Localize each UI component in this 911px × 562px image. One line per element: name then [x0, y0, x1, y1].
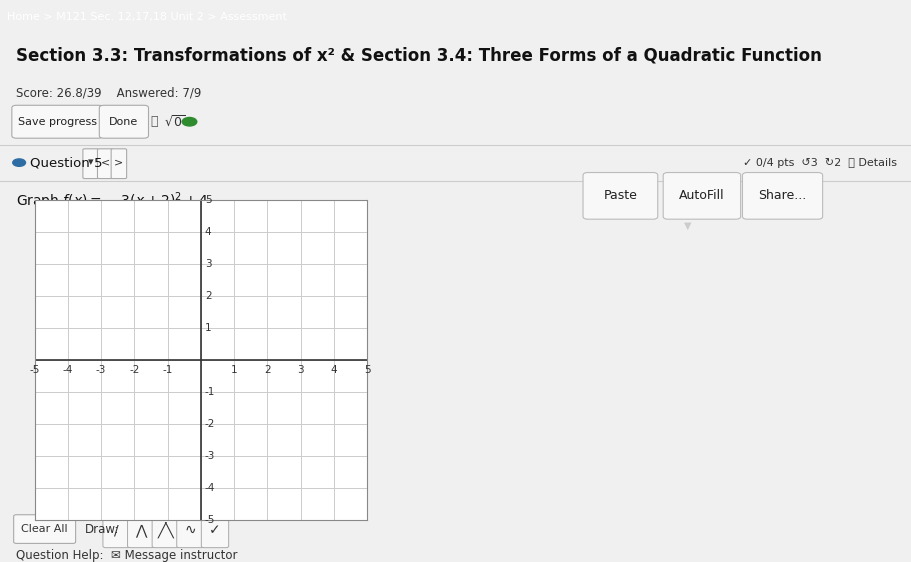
Text: Home > M121 Sec. 12,17,18 Unit 2 > Assessment: Home > M121 Sec. 12,17,18 Unit 2 > Asses…	[7, 12, 287, 22]
Circle shape	[13, 159, 26, 166]
FancyBboxPatch shape	[152, 513, 179, 547]
Text: Score: 26.8/39    Answered: 7/9: Score: 26.8/39 Answered: 7/9	[16, 87, 201, 99]
Text: -5: -5	[29, 365, 40, 375]
Text: ▼: ▼	[684, 220, 691, 230]
Text: -1: -1	[162, 365, 173, 375]
Text: ✓ 0/4 pts  ↺3  ↻2  ⓘ Details: ✓ 0/4 pts ↺3 ↻2 ⓘ Details	[743, 157, 897, 167]
Text: -2: -2	[129, 365, 139, 375]
Text: 4: 4	[205, 226, 211, 237]
FancyBboxPatch shape	[177, 513, 204, 547]
FancyBboxPatch shape	[99, 105, 148, 138]
FancyBboxPatch shape	[83, 149, 98, 179]
Text: 5: 5	[363, 365, 371, 375]
Text: >: >	[114, 157, 124, 167]
Text: Question 5: Question 5	[30, 156, 103, 169]
Text: -3: -3	[205, 451, 215, 461]
Text: Section 3.3: Transformations of x² & Section 3.4: Three Forms of a Quadratic Fun: Section 3.3: Transformations of x² & Sec…	[16, 47, 823, 65]
Text: ▾: ▾	[87, 157, 94, 167]
FancyBboxPatch shape	[128, 513, 155, 547]
Text: 4: 4	[331, 365, 337, 375]
Text: -2: -2	[205, 419, 215, 429]
Text: ∿: ∿	[185, 523, 196, 537]
Text: Graph $f(x) = -3(x+2)^2+4$.: Graph $f(x) = -3(x+2)^2+4$.	[16, 191, 212, 212]
Text: -5: -5	[205, 515, 215, 525]
Text: 3: 3	[297, 365, 304, 375]
Text: 3: 3	[205, 259, 211, 269]
Text: 2: 2	[264, 365, 271, 375]
Text: Share...: Share...	[759, 189, 806, 202]
Text: -1: -1	[205, 387, 215, 397]
FancyBboxPatch shape	[97, 149, 113, 179]
Text: 1: 1	[230, 365, 238, 375]
Text: -4: -4	[205, 483, 215, 493]
Text: AutoFill: AutoFill	[679, 189, 725, 202]
Text: ✓: ✓	[210, 523, 220, 537]
Text: 🖨: 🖨	[150, 115, 158, 128]
FancyBboxPatch shape	[103, 513, 130, 547]
Text: Save progress: Save progress	[18, 117, 97, 126]
Text: 5: 5	[205, 194, 211, 205]
Text: 2: 2	[205, 291, 211, 301]
Text: -3: -3	[96, 365, 107, 375]
Text: 1: 1	[205, 323, 211, 333]
FancyBboxPatch shape	[201, 513, 229, 547]
FancyBboxPatch shape	[14, 515, 76, 543]
Text: $\sqrt{0}$: $\sqrt{0}$	[164, 114, 185, 129]
Text: -4: -4	[63, 365, 73, 375]
FancyBboxPatch shape	[12, 105, 103, 138]
Text: Question Help:  ✉ Message instructor: Question Help: ✉ Message instructor	[16, 549, 238, 562]
Text: /: /	[114, 523, 119, 537]
Text: <: <	[100, 157, 110, 167]
Text: ╱╲: ╱╲	[158, 522, 174, 538]
FancyBboxPatch shape	[111, 149, 127, 179]
Text: ⋀: ⋀	[136, 523, 147, 537]
Circle shape	[182, 117, 197, 126]
Text: Clear All: Clear All	[21, 524, 68, 534]
Text: Paste: Paste	[603, 189, 638, 202]
Text: Done: Done	[109, 117, 138, 126]
Text: Draw:: Draw:	[85, 523, 119, 536]
